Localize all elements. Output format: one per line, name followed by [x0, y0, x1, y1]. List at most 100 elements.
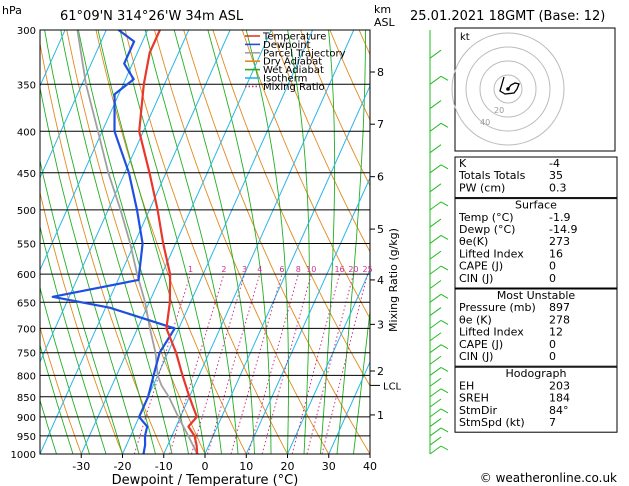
- surface-row-5-value: 0: [549, 272, 556, 285]
- mixing-ratio-label-20: 20: [348, 265, 358, 274]
- right-axis-label: Mixing Ratio (g/kg): [387, 228, 400, 332]
- hodograph-stats-row-0-value: 203: [549, 379, 570, 392]
- isotherm-10: [245, 176, 370, 454]
- surface-box: [454, 198, 618, 289]
- hodograph-trace: [499, 76, 520, 95]
- indices-row-0-label: K: [459, 157, 467, 170]
- isotherm--10: [163, 30, 355, 454]
- plot-area: [40, 30, 370, 454]
- copyright: © weatheronline.co.uk: [480, 471, 617, 485]
- hodograph-center: [506, 87, 510, 91]
- isotherm--30: [80, 30, 272, 454]
- wind-barb-flag-700: [440, 319, 449, 325]
- surface-row-3-value: 16: [549, 247, 563, 260]
- mixing-ratio-line-6: [230, 273, 283, 454]
- x-tick-label-40: 40: [363, 460, 377, 473]
- x-tick-label--30: -30: [72, 460, 90, 473]
- hodograph-stats-row-1-value: 184: [549, 392, 570, 405]
- pressure-tick-labels: 300 350 400 450 500 550 600 650 700 750 800 850 900 9…: [11, 26, 36, 461]
- hodograph-ring-3: [451, 32, 565, 146]
- wind-barb-425: [429, 144, 442, 154]
- dry-adiabat-70: [270, 30, 370, 253]
- legend-entry-4: Wet Adiabat: [263, 65, 324, 76]
- wind-barb-550: [429, 235, 442, 244]
- hodograph-ring-2: [465, 46, 551, 132]
- wind-barb-flag-750: [440, 344, 449, 350]
- mixing-ratio-label-8: 8: [296, 265, 301, 274]
- wind-barb-600: [429, 265, 442, 275]
- pressure-label-450: 450: [17, 169, 36, 180]
- dry-adiabat-80: [300, 30, 370, 187]
- datetime-title: 25.01.2021 18GMT (Base: 12): [410, 9, 605, 24]
- x-tick-label--20: -20: [114, 460, 132, 473]
- mixing-ratio-label-6: 6: [279, 265, 284, 274]
- pressure-label-700: 700: [17, 324, 36, 335]
- wet-adiabat--28: [40, 286, 90, 454]
- x-tick-label-0: 0: [202, 460, 209, 473]
- isobars: [40, 30, 370, 454]
- mixing-ratio-line-1: [133, 273, 191, 454]
- wind-barb-flag-800: [440, 366, 449, 372]
- mixing-ratio-line-2: [169, 273, 225, 454]
- pressure-label-800: 800: [17, 371, 36, 382]
- indices-row-1-label: Totals Totals: [458, 169, 526, 182]
- indices-table: K -4 Totals Totals 35 PW (cm) 0.3 SurfaceTemp …: [454, 156, 618, 433]
- pressure-label-1000: 1000: [11, 450, 36, 461]
- dry-adiabat-20: [124, 30, 288, 454]
- mixing-ratio-line-8: [247, 273, 299, 454]
- isotherms: [40, 30, 370, 454]
- x-tick-label-30: 30: [322, 460, 336, 473]
- wet-adiabat-12: [173, 30, 255, 454]
- wind-barb-flag-350: [440, 75, 449, 81]
- wind-barb-525: [429, 218, 442, 228]
- km-tick-label-3: 3: [377, 318, 384, 331]
- wet-adiabat--16: [40, 85, 140, 454]
- wet-adiabat--20: [40, 158, 123, 454]
- wind-barb-775: [429, 355, 442, 365]
- pressure-label-650: 650: [17, 298, 36, 309]
- most-unstable-row-4-label: CIN (J): [459, 350, 493, 363]
- indices-row-1-value: 35: [549, 169, 563, 182]
- wind-barb-375: [429, 100, 442, 109]
- km-tick-label-7: 7: [377, 118, 384, 131]
- hodograph-stats-row-0-label: EH: [459, 379, 474, 392]
- km-tick-label-5: 5: [377, 223, 384, 236]
- wet-adiabat-36: [353, 307, 370, 454]
- hpa-label: hPa: [2, 4, 22, 17]
- wind-barb-flag-900: [440, 408, 449, 414]
- km-tick-label-2: 2: [377, 365, 384, 378]
- most-unstable-row-0-label: Pressure (mb): [459, 301, 536, 314]
- wet-adiabat-24: [287, 30, 310, 454]
- wind-barb-flag-450: [440, 164, 449, 170]
- pressure-label-850: 850: [17, 393, 36, 404]
- wet-adiabat--32: [40, 343, 74, 454]
- legend-entry-2: Parcel Trajectory: [263, 48, 346, 59]
- wind-barb-flag-550: [440, 235, 449, 240]
- hodograph-stats-row-2-value: 84°: [549, 404, 569, 417]
- wind-barb-825: [429, 377, 442, 387]
- mixing-ratio-label-16: 16: [334, 265, 344, 274]
- wind-barb-650: [429, 293, 442, 303]
- wet-adiabat--4: [77, 30, 189, 454]
- hodograph-kt-label: kt: [460, 32, 470, 43]
- mixing-ratio-label-3: 3: [242, 265, 247, 274]
- surface-title: Surface: [515, 199, 557, 212]
- wind-barb-325: [429, 49, 442, 59]
- km-tick-label-4: 4: [377, 274, 384, 287]
- surface-row-4-value: 0: [549, 260, 556, 273]
- mixing-ratio-label-2: 2: [221, 265, 226, 274]
- dry-adiabat--30: [40, 325, 82, 454]
- hodograph-stats-row-1-label: SREH: [459, 392, 489, 405]
- pressure-label-300: 300: [17, 26, 36, 37]
- wind-barb-flag-1000: [440, 445, 449, 451]
- wind-barb-975: [429, 436, 442, 446]
- mixing-ratio-label-25: 25: [362, 265, 372, 274]
- surface-row-4-label: CAPE (J): [459, 260, 503, 273]
- pressure-label-500: 500: [17, 206, 36, 217]
- pressure-label-950: 950: [17, 432, 36, 443]
- legend-entry-0: Temperature: [262, 32, 326, 43]
- km-tick-label-1: 1: [377, 409, 384, 422]
- dry-adiabat-0: [66, 30, 206, 454]
